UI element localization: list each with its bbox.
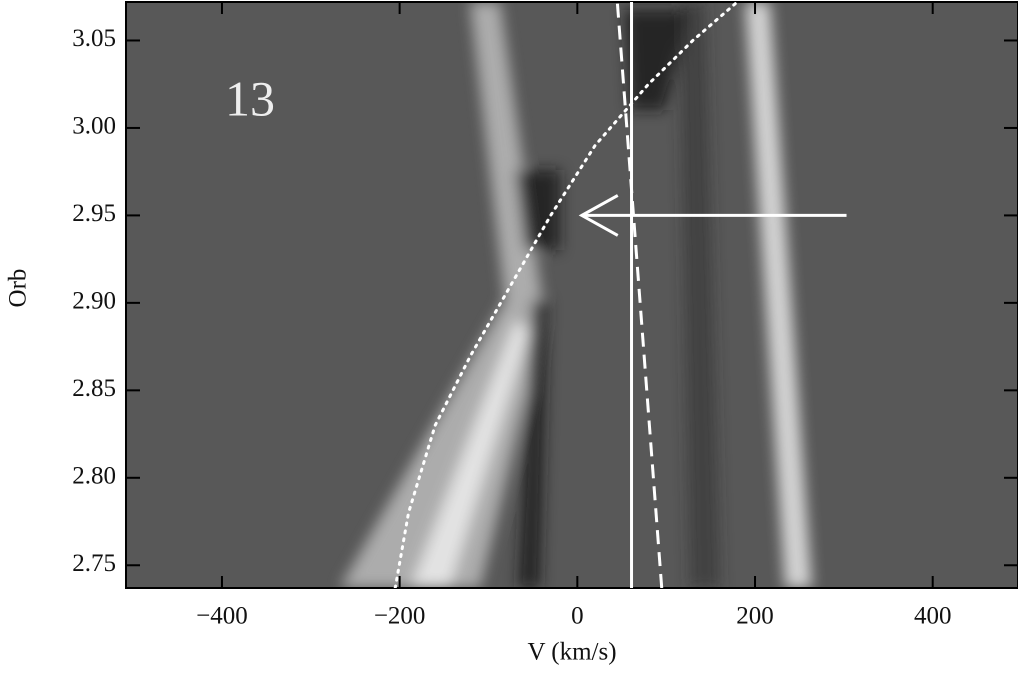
y-tick-label: 2.95: [72, 200, 116, 227]
line: [393, 2, 739, 588]
x-axis-label: V (km/s): [527, 639, 616, 666]
arrow-head: [578, 194, 619, 237]
x-tick-label: −400: [196, 603, 248, 630]
x-tick-label: −200: [374, 603, 426, 630]
y-tick-label: 2.90: [72, 288, 116, 315]
y-tick-label: 3.05: [72, 25, 116, 52]
spectrum-image: [126, 2, 1018, 588]
panel-label: 13: [225, 70, 275, 126]
y-tick-label: 2.75: [72, 550, 116, 577]
line: [615, 2, 664, 588]
x-tick-label: 0: [571, 603, 584, 630]
plot-frame: [125, 1, 1018, 589]
x-tick-label: 400: [914, 603, 952, 630]
y-tick-label: 2.80: [72, 463, 116, 490]
y-tick-label: 3.00: [72, 113, 116, 140]
x-tick-label: 200: [736, 603, 774, 630]
y-axis-label: Orb: [5, 269, 32, 308]
y-tick-label: 2.85: [72, 375, 116, 402]
